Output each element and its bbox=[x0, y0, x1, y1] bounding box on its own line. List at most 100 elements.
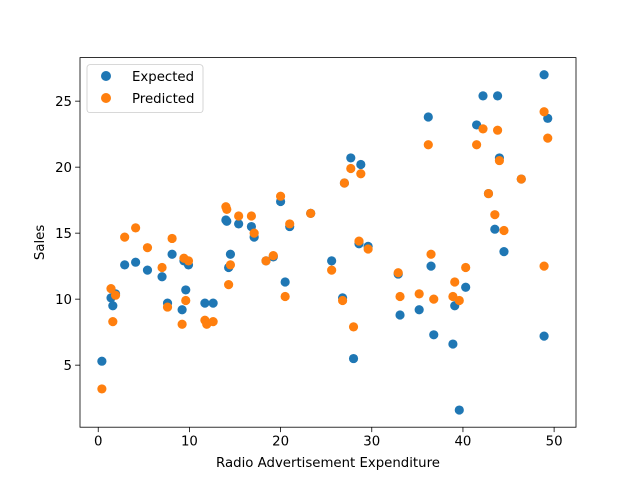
y-axis-label: Sales bbox=[33, 225, 48, 260]
predicted-point-42 bbox=[426, 249, 436, 259]
predicted-point-0 bbox=[97, 384, 107, 394]
expected-point-19 bbox=[225, 249, 236, 259]
expected-point-46 bbox=[461, 282, 471, 292]
predicted-point-47 bbox=[461, 262, 471, 273]
expected-point-56 bbox=[539, 331, 549, 341]
expected-point-32 bbox=[346, 153, 356, 163]
predicted-point-20 bbox=[225, 260, 236, 270]
predicted-point-32 bbox=[339, 178, 350, 188]
expected-point-12 bbox=[181, 285, 191, 295]
predicted-point-21 bbox=[234, 211, 244, 221]
expected-point-5 bbox=[131, 257, 141, 267]
expected-point-39 bbox=[414, 305, 424, 315]
x-tick-label: 30 bbox=[363, 435, 380, 450]
x-tick-label: 50 bbox=[546, 435, 563, 450]
predicted-point-51 bbox=[490, 210, 500, 220]
predicted-point-27 bbox=[280, 291, 290, 302]
predicted-point-48 bbox=[472, 140, 482, 150]
legend-label-predicted: Predicted bbox=[132, 92, 194, 107]
predicted-point-25 bbox=[268, 251, 278, 261]
expected-point-45 bbox=[454, 405, 464, 415]
expected-point-55 bbox=[539, 70, 549, 80]
expected-point-17 bbox=[222, 216, 232, 226]
predicted-point-45 bbox=[450, 277, 460, 287]
predicted-point-7 bbox=[157, 262, 167, 273]
expected-point-38 bbox=[395, 310, 405, 320]
predicted-point-52 bbox=[492, 125, 503, 135]
predicted-point-3 bbox=[110, 290, 121, 300]
plot-frame bbox=[79, 57, 577, 428]
predicted-point-37 bbox=[363, 244, 373, 254]
predicted-point-36 bbox=[356, 169, 366, 179]
plot-background bbox=[80, 57, 576, 428]
predicted-point-30 bbox=[327, 265, 337, 275]
expected-point-2 bbox=[108, 301, 118, 311]
predicted-point-40 bbox=[414, 289, 424, 299]
predicted-point-24 bbox=[261, 256, 271, 266]
legend-frame bbox=[86, 64, 204, 113]
expected-point-51 bbox=[492, 91, 503, 101]
expected-point-6 bbox=[142, 265, 153, 275]
predicted-point-1 bbox=[106, 284, 116, 294]
y-axis-ticks: 5 10 15 20 25 bbox=[55, 95, 80, 374]
expected-point-9 bbox=[167, 249, 177, 259]
legend-marker-predicted bbox=[101, 93, 111, 103]
predicted-point-34 bbox=[348, 322, 359, 332]
predicted-point-55 bbox=[516, 174, 526, 184]
y-tick-label: 5 bbox=[64, 359, 72, 374]
predicted-point-49 bbox=[478, 124, 488, 134]
predicted-point-26 bbox=[275, 191, 286, 201]
predicted-point-35 bbox=[354, 236, 364, 246]
predicted-point-50 bbox=[483, 188, 494, 199]
expected-point-10 bbox=[177, 305, 187, 315]
points-layer bbox=[97, 70, 553, 415]
predicted-point-13 bbox=[183, 256, 194, 266]
expected-point-53 bbox=[499, 247, 509, 257]
expected-point-33 bbox=[348, 353, 359, 364]
legend-label-expected: Expected bbox=[132, 70, 194, 85]
predicted-point-54 bbox=[499, 225, 509, 236]
predicted-point-29 bbox=[306, 208, 316, 218]
expected-point-14 bbox=[200, 298, 210, 308]
expected-point-29 bbox=[327, 256, 337, 266]
predicted-point-38 bbox=[393, 268, 403, 278]
expected-point-43 bbox=[448, 339, 458, 349]
x-tick-label: 0 bbox=[94, 435, 102, 450]
y-tick-label: 15 bbox=[55, 227, 72, 242]
x-tick-label: 20 bbox=[272, 435, 289, 450]
x-tick-label: 40 bbox=[454, 435, 471, 450]
predicted-point-57 bbox=[539, 261, 549, 271]
y-tick-label: 25 bbox=[55, 95, 72, 110]
expected-point-20 bbox=[234, 219, 244, 229]
expected-point-7 bbox=[157, 272, 167, 282]
predicted-point-56 bbox=[539, 107, 549, 117]
predicted-point-12 bbox=[181, 295, 191, 306]
expected-point-0 bbox=[97, 356, 107, 366]
predicted-point-43 bbox=[429, 294, 439, 304]
predicted-point-8 bbox=[162, 302, 173, 312]
predicted-point-23 bbox=[249, 228, 259, 238]
predicted-point-39 bbox=[395, 291, 405, 302]
expected-point-4 bbox=[120, 260, 130, 270]
expected-point-35 bbox=[356, 159, 366, 170]
predicted-point-2 bbox=[108, 317, 118, 327]
predicted-point-46 bbox=[454, 295, 464, 306]
x-axis-label: Radio Advertisement Expenditure bbox=[216, 456, 440, 471]
y-tick-label: 20 bbox=[55, 161, 72, 176]
predicted-point-28 bbox=[285, 219, 295, 229]
expected-point-41 bbox=[426, 261, 436, 271]
predicted-point-19 bbox=[224, 280, 234, 290]
expected-point-15 bbox=[208, 298, 218, 308]
predicted-point-18 bbox=[222, 204, 232, 214]
predicted-point-53 bbox=[494, 155, 505, 166]
legend-marker-expected bbox=[101, 71, 111, 81]
expected-point-40 bbox=[423, 112, 433, 122]
predicted-point-16 bbox=[208, 317, 218, 327]
predicted-point-41 bbox=[423, 140, 433, 150]
predicted-point-4 bbox=[120, 232, 130, 242]
predicted-point-22 bbox=[246, 211, 257, 221]
expected-point-26 bbox=[280, 277, 290, 287]
legend: Expected Predicted bbox=[86, 64, 204, 113]
